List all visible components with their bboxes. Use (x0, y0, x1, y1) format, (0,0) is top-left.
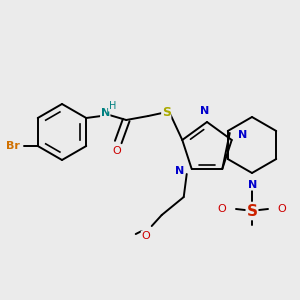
Text: H: H (109, 101, 116, 111)
Text: N: N (248, 180, 258, 190)
Text: S: S (247, 203, 257, 218)
Text: S: S (162, 106, 171, 118)
Text: N: N (175, 166, 184, 176)
Text: Br: Br (6, 141, 20, 151)
Text: N: N (200, 106, 210, 116)
Text: O: O (113, 146, 122, 156)
Text: N: N (100, 108, 110, 118)
Text: N: N (238, 130, 248, 140)
Text: O: O (141, 231, 150, 241)
Text: O: O (218, 204, 226, 214)
Text: O: O (278, 204, 286, 214)
